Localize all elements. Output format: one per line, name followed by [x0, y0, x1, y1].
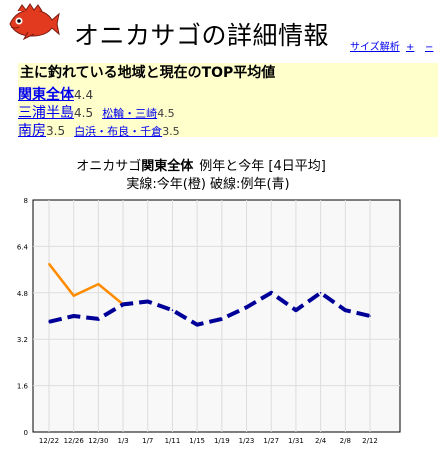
- y-tick-label: 3.2: [17, 336, 28, 344]
- fish-logo-icon: [9, 3, 60, 41]
- data-point: [270, 292, 273, 294]
- subregion-link-shirahama[interactable]: 白浜・布良・千倉: [74, 125, 163, 138]
- data-point: [344, 309, 347, 311]
- data-point: [196, 323, 198, 326]
- size-analysis-link[interactable]: サイズ解析: [350, 42, 400, 53]
- data-point: [48, 321, 50, 323]
- x-tick-label: 12/26: [64, 437, 85, 445]
- region-heading: 主に釣れている地域と現在のTOP平均値: [20, 65, 276, 81]
- data-point: [245, 306, 248, 309]
- page-title: オニカサゴの詳細情報: [74, 21, 330, 50]
- subregion-link-matsuwa-misaki[interactable]: 松輪・三崎: [102, 107, 158, 120]
- series-line-average-year: [48, 290, 371, 327]
- chart-title-line1: オニカサゴ関東全体 例年と今年 [4日平均]: [76, 158, 326, 174]
- x-tick-label: 2/12: [362, 437, 378, 445]
- zoom-out-link[interactable]: −: [425, 42, 434, 53]
- data-point: [171, 309, 174, 311]
- data-point: [146, 300, 149, 303]
- x-tick-label: 1/27: [263, 437, 279, 445]
- region-value: 4.4: [74, 88, 94, 102]
- data-point: [97, 283, 100, 285]
- data-point: [97, 318, 100, 320]
- chart-title-species: オニカサゴ: [76, 158, 141, 174]
- region-link-minamiboso[interactable]: 南房: [18, 123, 46, 139]
- x-tick-label: 2/8: [340, 437, 351, 445]
- x-tick-label: 1/23: [239, 437, 255, 445]
- region-link-kanto[interactable]: 関東全体: [18, 87, 74, 103]
- data-point: [319, 292, 322, 294]
- y-tick-label: 4.8: [17, 290, 28, 298]
- x-tick-label: 1/3: [117, 437, 128, 445]
- y-tick-label: 1.6: [17, 383, 29, 391]
- chart-legend-note: 実線:今年(橙) 破線:例年(青): [126, 176, 289, 192]
- catch-chart: オニカサゴ関東全体 例年と今年 [4日平均] 実線:今年(橙) 破線:例年(青) …: [17, 158, 401, 445]
- region-row: 三浦半島4.5 松輪・三崎4.5: [18, 102, 175, 122]
- data-point: [295, 309, 297, 311]
- data-point: [122, 303, 124, 306]
- data-point: [369, 315, 371, 317]
- chart-title-period: 例年と今年 [4日平均]: [199, 158, 326, 174]
- region-value: 3.5: [46, 124, 66, 138]
- region-info-box: 主に釣れている地域と現在のTOP平均値 関東全体4.4 三浦半島4.5 松輪・三…: [18, 63, 438, 140]
- region-row: 関東全体4.4: [18, 84, 93, 103]
- x-tick-label: 1/31: [288, 437, 304, 445]
- x-tick-label: 1/7: [142, 437, 153, 445]
- region-link-miura[interactable]: 三浦半島: [18, 105, 74, 121]
- plot-area: [32, 199, 401, 433]
- subregion-value: 4.5: [157, 107, 175, 120]
- chart-title-region: 関東全体: [141, 158, 194, 174]
- x-tick-label: 12/30: [88, 437, 108, 445]
- y-tick-label: 0: [24, 429, 28, 437]
- x-tick-label: 2/4: [315, 437, 327, 445]
- data-point: [72, 294, 75, 297]
- zoom-in-link[interactable]: +: [406, 42, 415, 53]
- x-tick-label: 1/19: [214, 437, 230, 445]
- region-value: 4.5: [74, 106, 94, 120]
- subregion-value: 3.5: [162, 125, 180, 138]
- y-tick-label: 6.4: [17, 243, 29, 251]
- x-tick-label: 1/15: [189, 437, 205, 445]
- data-point: [221, 318, 223, 320]
- data-point: [48, 263, 50, 265]
- data-point: [72, 315, 75, 317]
- series-line-this-year: [48, 263, 124, 306]
- x-tick-label: 12/22: [39, 437, 59, 445]
- region-row: 南房3.5 白浜・布良・千倉3.5: [18, 120, 180, 140]
- y-tick-label: 8: [24, 197, 28, 205]
- x-tick-label: 1/11: [165, 437, 181, 445]
